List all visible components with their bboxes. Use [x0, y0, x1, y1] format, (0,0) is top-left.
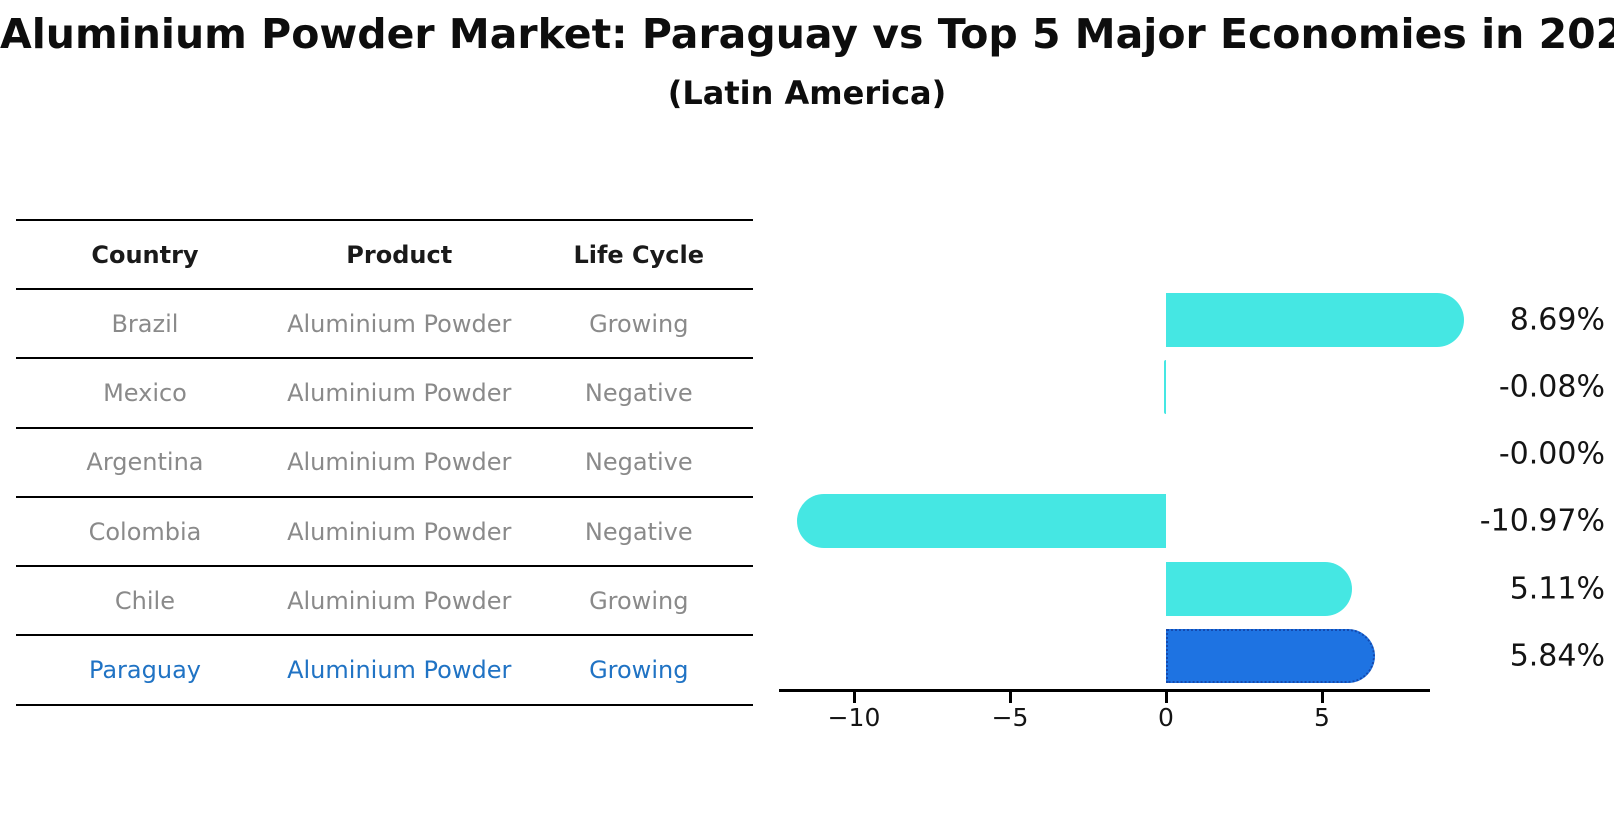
cell-country: Argentina — [86, 448, 204, 477]
value-label-argentina: -0.00% — [1498, 436, 1605, 472]
value-label-mexico: -0.08% — [1498, 369, 1605, 405]
country-table: Country Product Life Cycle Brazil Alumin… — [16, 219, 753, 706]
cell-life-cycle: Growing — [589, 586, 689, 615]
table-row-paraguay: Paraguay Aluminium Powder Growing — [16, 635, 753, 705]
bar-paraguay — [1166, 629, 1376, 683]
table-row-chile: Chile Aluminium Powder Growing — [16, 566, 753, 636]
column-header-product: Product — [346, 240, 453, 269]
value-label-chile: 5.11% — [1509, 571, 1605, 607]
page-title: Aluminium Powder Market: Paraguay vs Top… — [0, 10, 1614, 58]
x-axis-tick-label: −5 — [991, 703, 1029, 732]
bar-colombia — [796, 494, 1166, 549]
cell-life-cycle: Negative — [584, 378, 693, 407]
bar-brazil — [1166, 292, 1465, 347]
cell-country: Colombia — [88, 517, 202, 546]
cell-life-cycle: Negative — [584, 517, 693, 546]
cell-product: Aluminium Powder — [287, 378, 512, 407]
table-header-row: Country Product Life Cycle — [16, 220, 753, 289]
x-axis-tick-mark — [1320, 692, 1324, 703]
x-axis-tick-mark — [852, 692, 856, 703]
column-header-country: Country — [91, 240, 199, 269]
value-label-paraguay: 5.84% — [1509, 638, 1605, 674]
cell-country: Paraguay — [88, 656, 201, 685]
x-axis-tick-mark — [1008, 692, 1012, 703]
column-header-life-cycle: Life Cycle — [573, 240, 705, 269]
cell-product: Aluminium Powder — [287, 309, 512, 338]
cell-country: Chile — [114, 586, 175, 615]
table-row-colombia: Colombia Aluminium Powder Negative — [16, 497, 753, 567]
page-subtitle: (Latin America) — [667, 74, 947, 112]
x-axis-line — [779, 689, 1430, 692]
cell-country: Brazil — [111, 309, 179, 338]
cell-country: Mexico — [103, 378, 187, 407]
table-row-argentina: Argentina Aluminium Powder Negative — [16, 428, 753, 497]
cell-product: Aluminium Powder — [287, 448, 512, 477]
bar-chile — [1166, 561, 1353, 616]
x-axis-tick-label: 0 — [1158, 703, 1174, 732]
bar-mexico — [1163, 359, 1166, 414]
cell-product: Aluminium Powder — [287, 517, 512, 546]
x-axis-tick-mark — [1164, 692, 1168, 703]
cell-life-cycle: Growing — [589, 656, 689, 685]
x-axis-tick-label: 5 — [1314, 703, 1330, 732]
value-label-brazil: 8.69% — [1509, 302, 1605, 337]
cell-life-cycle: Growing — [589, 309, 689, 338]
cell-product: Aluminium Powder — [287, 586, 512, 615]
cell-life-cycle: Negative — [584, 448, 693, 477]
value-label-colombia: -10.97% — [1479, 503, 1605, 539]
cell-product: Aluminium Powder — [287, 656, 512, 685]
table-row-brazil: Brazil Aluminium Powder Growing — [16, 289, 753, 359]
x-axis-tick-label: −10 — [827, 703, 881, 732]
table-row-mexico: Mexico Aluminium Powder Negative — [16, 358, 753, 428]
